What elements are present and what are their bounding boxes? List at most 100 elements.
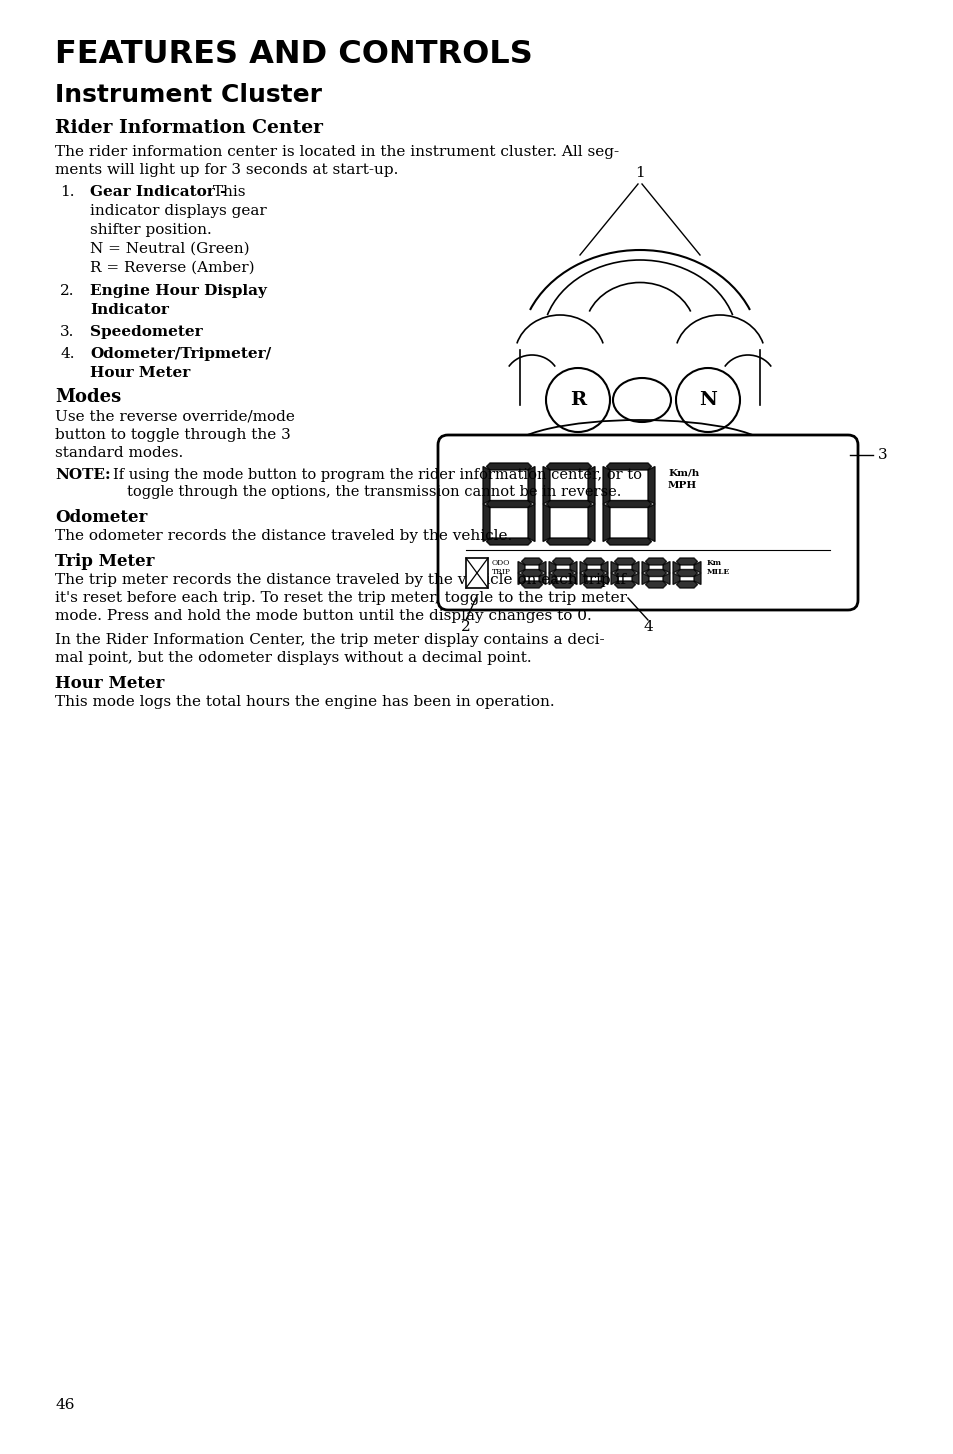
Polygon shape bbox=[548, 561, 556, 573]
Polygon shape bbox=[486, 462, 531, 470]
Polygon shape bbox=[645, 558, 666, 566]
Polygon shape bbox=[546, 538, 591, 545]
Text: 3: 3 bbox=[877, 448, 886, 462]
Polygon shape bbox=[552, 582, 573, 587]
Text: Hour Meter: Hour Meter bbox=[90, 366, 190, 379]
Polygon shape bbox=[600, 573, 607, 585]
Text: mode. Press and hold the mode button until the display changes to 0.: mode. Press and hold the mode button unt… bbox=[55, 609, 591, 622]
Text: R = Reverse (Amber): R = Reverse (Amber) bbox=[90, 262, 254, 275]
Polygon shape bbox=[482, 467, 490, 505]
Text: standard modes.: standard modes. bbox=[55, 446, 183, 459]
Polygon shape bbox=[569, 561, 577, 573]
Text: R: R bbox=[569, 391, 585, 409]
Polygon shape bbox=[606, 538, 651, 545]
Text: Hour Meter: Hour Meter bbox=[55, 675, 164, 692]
Text: The trip meter records the distance traveled by the vehicle on each trip if: The trip meter records the distance trav… bbox=[55, 573, 625, 587]
Text: Indicator: Indicator bbox=[90, 302, 169, 317]
Polygon shape bbox=[676, 570, 697, 576]
Polygon shape bbox=[517, 573, 524, 585]
Text: 2: 2 bbox=[460, 619, 471, 634]
Text: toggle through the options, the transmission cannot be in reverse.: toggle through the options, the transmis… bbox=[127, 486, 620, 499]
Polygon shape bbox=[521, 558, 542, 566]
Polygon shape bbox=[583, 558, 604, 566]
Polygon shape bbox=[579, 573, 586, 585]
Polygon shape bbox=[542, 467, 550, 505]
Polygon shape bbox=[482, 505, 490, 541]
Text: Instrument Cluster: Instrument Cluster bbox=[55, 83, 322, 108]
Polygon shape bbox=[610, 561, 618, 573]
Text: ments will light up for 3 seconds at start-up.: ments will light up for 3 seconds at sta… bbox=[55, 163, 398, 177]
Text: shifter position.: shifter position. bbox=[90, 222, 212, 237]
Text: This: This bbox=[208, 185, 245, 199]
Polygon shape bbox=[602, 467, 609, 505]
Text: 3.: 3. bbox=[60, 326, 74, 339]
Text: 1: 1 bbox=[635, 166, 644, 180]
Text: Odometer/Tripmeter/: Odometer/Tripmeter/ bbox=[90, 348, 271, 361]
Polygon shape bbox=[486, 538, 531, 545]
Text: 4.: 4. bbox=[60, 348, 74, 361]
Text: In the Rider Information Center, the trip meter display contains a deci-: In the Rider Information Center, the tri… bbox=[55, 632, 604, 647]
Text: Km: Km bbox=[706, 558, 721, 567]
Polygon shape bbox=[527, 505, 535, 541]
Bar bbox=[465, 558, 488, 587]
Polygon shape bbox=[641, 573, 648, 585]
Polygon shape bbox=[631, 573, 639, 585]
Text: The rider information center is located in the instrument cluster. All seg-: The rider information center is located … bbox=[55, 145, 618, 158]
Polygon shape bbox=[546, 500, 591, 507]
Polygon shape bbox=[552, 558, 573, 566]
Polygon shape bbox=[517, 561, 524, 573]
Polygon shape bbox=[610, 573, 618, 585]
Text: Use the reverse override/mode: Use the reverse override/mode bbox=[55, 410, 294, 425]
Polygon shape bbox=[645, 570, 666, 576]
Text: 46: 46 bbox=[55, 1397, 74, 1412]
Polygon shape bbox=[486, 500, 531, 507]
Text: MPH: MPH bbox=[667, 481, 697, 490]
Text: TRIP: TRIP bbox=[492, 569, 511, 576]
Text: it's reset before each trip. To reset the trip meter, toggle to the trip meter: it's reset before each trip. To reset th… bbox=[55, 590, 626, 605]
Polygon shape bbox=[602, 505, 609, 541]
Polygon shape bbox=[587, 505, 595, 541]
Polygon shape bbox=[614, 582, 635, 587]
Polygon shape bbox=[527, 467, 535, 505]
Polygon shape bbox=[693, 573, 700, 585]
Text: 4: 4 bbox=[642, 619, 652, 634]
Text: 1.: 1. bbox=[60, 185, 74, 199]
Polygon shape bbox=[614, 558, 635, 566]
Polygon shape bbox=[569, 573, 577, 585]
Polygon shape bbox=[521, 582, 542, 587]
Polygon shape bbox=[587, 467, 595, 505]
Text: ODO: ODO bbox=[492, 558, 510, 567]
Polygon shape bbox=[546, 462, 591, 470]
Polygon shape bbox=[606, 462, 651, 470]
Polygon shape bbox=[552, 570, 573, 576]
Text: MILE: MILE bbox=[706, 569, 729, 576]
Polygon shape bbox=[606, 500, 651, 507]
Text: FEATURES AND CONTROLS: FEATURES AND CONTROLS bbox=[55, 39, 532, 70]
Text: NOTE:: NOTE: bbox=[55, 468, 111, 481]
Text: mal point, but the odometer displays without a decimal point.: mal point, but the odometer displays wit… bbox=[55, 651, 531, 664]
Polygon shape bbox=[521, 570, 542, 576]
Polygon shape bbox=[614, 570, 635, 576]
Text: Odometer: Odometer bbox=[55, 509, 147, 526]
Polygon shape bbox=[672, 561, 679, 573]
Text: Modes: Modes bbox=[55, 388, 121, 406]
FancyBboxPatch shape bbox=[437, 435, 857, 611]
Text: This mode logs the total hours the engine has been in operation.: This mode logs the total hours the engin… bbox=[55, 695, 554, 710]
Text: Km/h: Km/h bbox=[667, 468, 699, 477]
Polygon shape bbox=[583, 570, 604, 576]
Text: N = Neutral (Green): N = Neutral (Green) bbox=[90, 241, 250, 256]
Text: Trip Meter: Trip Meter bbox=[55, 553, 154, 570]
Polygon shape bbox=[647, 505, 655, 541]
Text: indicator displays gear: indicator displays gear bbox=[90, 204, 267, 218]
Polygon shape bbox=[579, 561, 586, 573]
Polygon shape bbox=[662, 573, 669, 585]
Text: Gear Indicator -: Gear Indicator - bbox=[90, 185, 226, 199]
Polygon shape bbox=[583, 582, 604, 587]
Polygon shape bbox=[538, 561, 545, 573]
Text: button to toggle through the 3: button to toggle through the 3 bbox=[55, 427, 291, 442]
Polygon shape bbox=[600, 561, 607, 573]
Polygon shape bbox=[631, 561, 639, 573]
Text: 2.: 2. bbox=[60, 284, 74, 298]
Polygon shape bbox=[542, 505, 550, 541]
Polygon shape bbox=[693, 561, 700, 573]
